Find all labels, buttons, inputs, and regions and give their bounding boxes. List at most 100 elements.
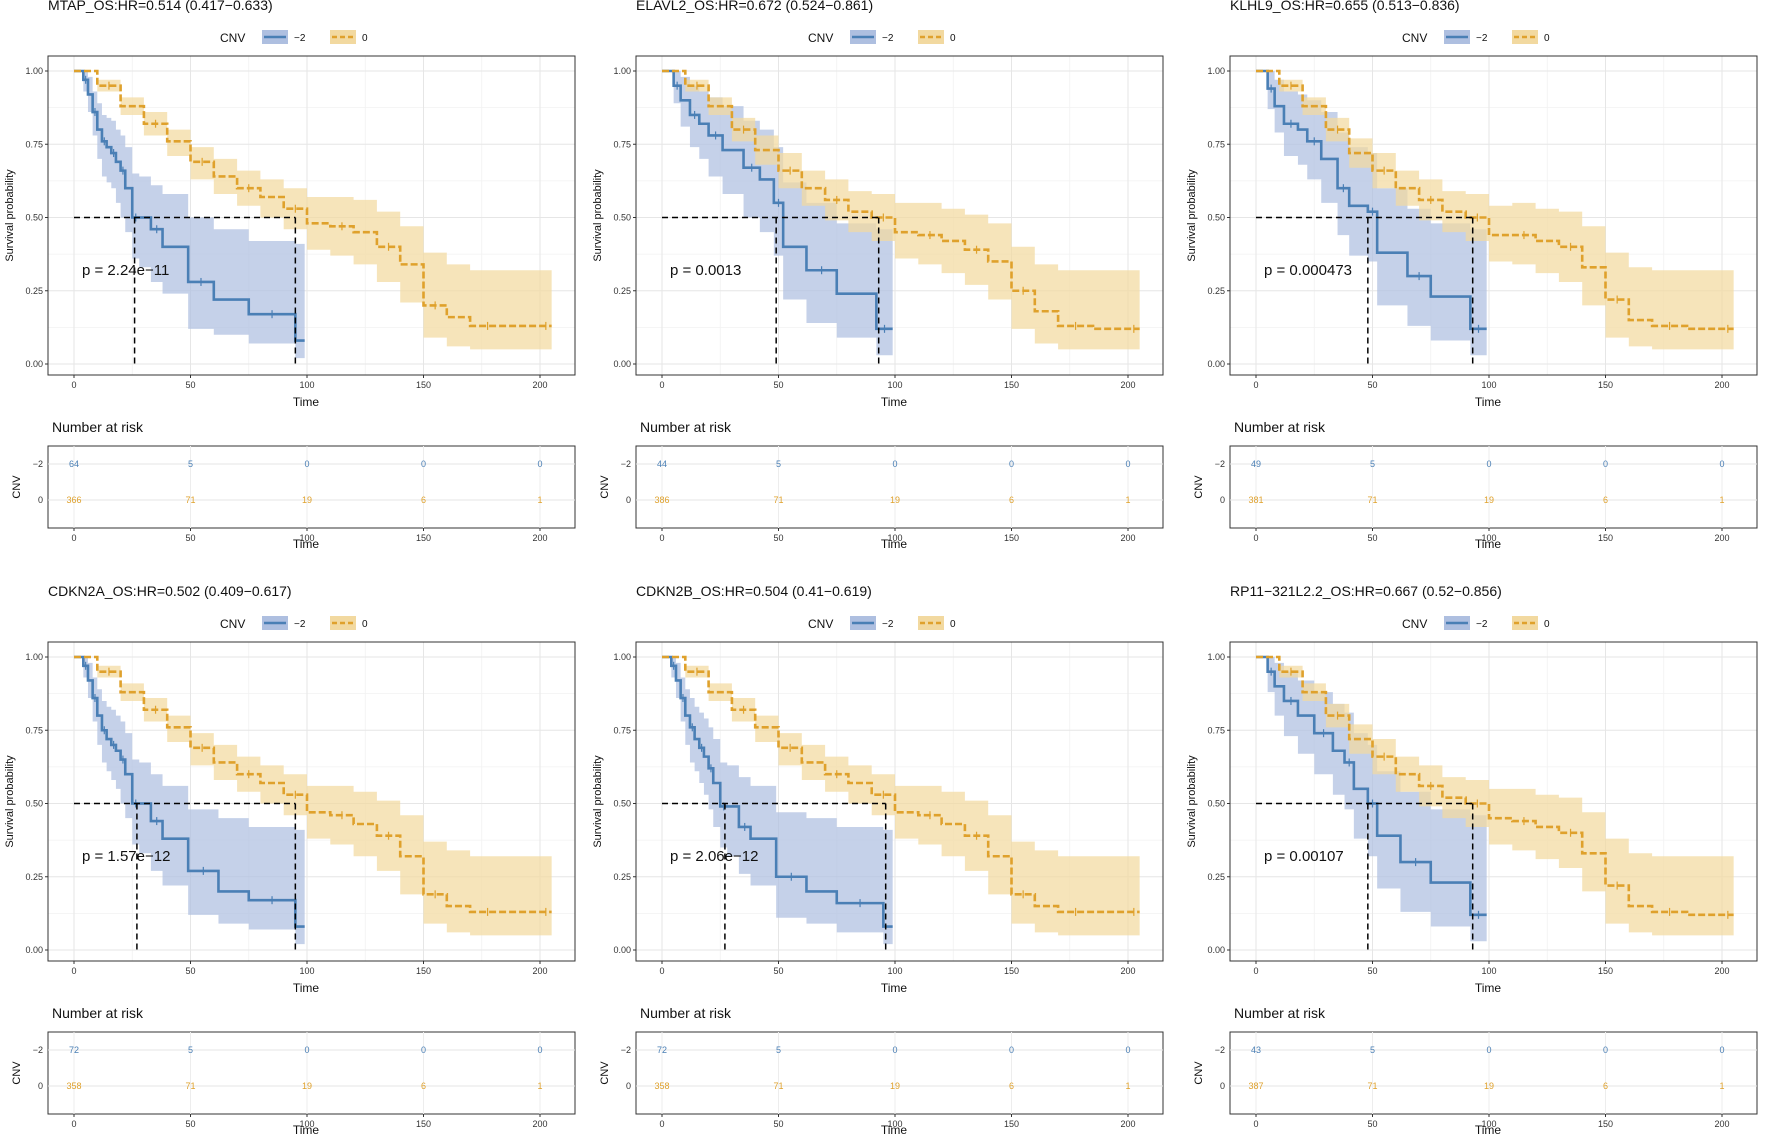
- risk-table-title: Number at risk: [52, 1005, 144, 1021]
- y-tick-label: 0.75: [613, 725, 631, 735]
- risk-row-label: −2: [1215, 1045, 1225, 1055]
- x-tick-label: 0: [659, 380, 664, 390]
- risk-count: 0: [1486, 1045, 1491, 1055]
- legend-title: CNV: [220, 617, 245, 631]
- km-panel-mtap-svg: MTAP_OS:HR=0.514 (0.417−0.633) CNV −2 0 p = …: [4, 0, 576, 551]
- risk-count: 0: [1009, 459, 1014, 469]
- x-tick-label: 100: [887, 380, 902, 390]
- risk-count: 19: [1484, 1081, 1494, 1091]
- km-panel-cdkn2a-svg: CDKN2A_OS:HR=0.502 (0.409−0.617) CNV −2 0 p …: [4, 583, 576, 1137]
- risk-table-border: [635, 1031, 1164, 1115]
- risk-x-axis-title: Time: [881, 1123, 908, 1137]
- ci-band-neg2: [74, 657, 305, 945]
- risk-count: 1: [537, 495, 542, 505]
- risk-table-border: [1229, 445, 1758, 529]
- risk-count: 5: [776, 1045, 781, 1055]
- plot-border: [635, 55, 1164, 376]
- risk-count: 0: [1603, 1045, 1608, 1055]
- y-tick-label: 0.50: [25, 799, 43, 809]
- risk-count: 358: [66, 1081, 81, 1091]
- y-tick-label: 0.00: [1207, 945, 1225, 955]
- risk-count: 0: [1125, 1045, 1130, 1055]
- ci-band-zero: [1256, 657, 1734, 936]
- y-axis-title: Survival probability: [4, 755, 16, 848]
- y-axis-title: Survival probability: [592, 169, 604, 262]
- ci-band-zero: [662, 71, 1140, 350]
- risk-table-title: Number at risk: [52, 419, 144, 435]
- risk-x-axis-title: Time: [1475, 1123, 1502, 1137]
- risk-table-title: Number at risk: [640, 419, 732, 435]
- risk-count: 49: [1251, 459, 1261, 469]
- km-panel-elavl2-svg: ELAVL2_OS:HR=0.672 (0.524−0.861) CNV −2 0 p …: [592, 0, 1164, 551]
- legend-zero-label: 0: [950, 33, 956, 44]
- x-tick-label: 150: [416, 966, 431, 976]
- risk-count: 71: [1367, 1081, 1377, 1091]
- y-axis-title: Survival probability: [1186, 755, 1198, 848]
- risk-x-tick-label: 100: [887, 1119, 902, 1129]
- risk-x-tick-label: 0: [659, 1119, 664, 1129]
- risk-count: 0: [1719, 1045, 1724, 1055]
- survival-curve-zero: [74, 655, 552, 914]
- y-axis-title: Survival probability: [1186, 169, 1198, 262]
- risk-count: 19: [302, 495, 312, 505]
- risk-count: 0: [892, 1045, 897, 1055]
- x-tick-label: 0: [659, 966, 664, 976]
- risk-row-label: 0: [626, 495, 631, 505]
- plot-border: [635, 641, 1164, 962]
- risk-x-tick-label: 150: [416, 533, 431, 543]
- plot-border: [1229, 641, 1758, 962]
- risk-count: 0: [1009, 1045, 1014, 1055]
- x-tick-label: 200: [532, 966, 547, 976]
- x-axis-title: Time: [881, 395, 908, 409]
- survival-curve-neg2: [662, 655, 893, 928]
- risk-count: 6: [421, 1081, 426, 1091]
- survival-curve-neg2: [74, 655, 305, 928]
- x-tick-label: 150: [1004, 966, 1019, 976]
- risk-table-title: Number at risk: [640, 1005, 732, 1021]
- risk-count: 381: [1248, 495, 1263, 505]
- y-tick-label: 0.50: [25, 213, 43, 223]
- y-tick-label: 0.75: [25, 139, 43, 149]
- plot-border: [47, 641, 576, 962]
- legend-title: CNV: [808, 31, 833, 45]
- y-tick-label: 0.25: [25, 286, 43, 296]
- legend-neg2-label: −2: [882, 619, 894, 630]
- y-tick-label: 0.75: [613, 139, 631, 149]
- km-panel-cdkn2a: CDKN2A_OS:HR=0.502 (0.409−0.617) CNV −2 0 p …: [0, 583, 576, 1137]
- risk-x-tick-label: 100: [887, 533, 902, 543]
- legend-title: CNV: [1402, 617, 1427, 631]
- risk-row-label: 0: [626, 1081, 631, 1091]
- risk-x-tick-label: 50: [1367, 1119, 1377, 1129]
- y-tick-label: 0.25: [613, 872, 631, 882]
- y-tick-label: 0.00: [25, 359, 43, 369]
- risk-count: 71: [773, 495, 783, 505]
- chart-title: MTAP_OS:HR=0.514 (0.417−0.633): [48, 0, 273, 13]
- survival-curve-zero: [74, 69, 552, 328]
- y-tick-label: 1.00: [25, 652, 43, 662]
- survival-curve-zero: [662, 655, 1140, 914]
- risk-x-tick-label: 200: [1120, 533, 1135, 543]
- x-tick-label: 50: [185, 380, 195, 390]
- risk-count: 5: [776, 459, 781, 469]
- legend-title: CNV: [220, 31, 245, 45]
- x-tick-label: 150: [1598, 380, 1613, 390]
- p-value-text: p = 2.06e−12: [670, 848, 758, 865]
- y-tick-label: 1.00: [613, 652, 631, 662]
- risk-row-label: −2: [33, 459, 43, 469]
- ci-band-zero: [1256, 71, 1734, 350]
- risk-count: 72: [69, 1045, 79, 1055]
- x-tick-label: 150: [416, 380, 431, 390]
- risk-x-tick-label: 0: [71, 533, 76, 543]
- risk-x-tick-label: 0: [71, 1119, 76, 1129]
- y-tick-label: 0.00: [25, 945, 43, 955]
- risk-row-label: 0: [38, 1081, 43, 1091]
- x-tick-label: 200: [1714, 380, 1729, 390]
- legend-title: CNV: [1402, 31, 1427, 45]
- km-panel-cdkn2b-svg: CDKN2B_OS:HR=0.504 (0.41−0.619) CNV −2 0 p =…: [592, 583, 1164, 1137]
- risk-x-axis-title: Time: [881, 537, 908, 551]
- y-tick-label: 0.00: [1207, 359, 1225, 369]
- risk-table-border: [47, 445, 576, 529]
- risk-y-axis-title: CNV: [11, 475, 23, 499]
- risk-row-label: −2: [33, 1045, 43, 1055]
- chart-title: RP11−321L2.2_OS:HR=0.667 (0.52−0.856): [1230, 583, 1502, 599]
